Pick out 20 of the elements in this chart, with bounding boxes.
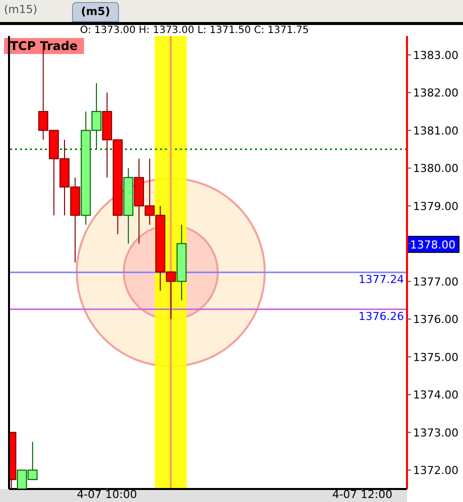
- text: O: 1373.00 H: 1373.00 L: 1371.50 C: 1371.75: [80, 25, 309, 36]
- text: (m15): [4, 3, 38, 16]
- text: 1378.00: [410, 238, 456, 252]
- text: (m5): [72, 2, 120, 22]
- y-tick-label: 1382.00: [413, 86, 458, 100]
- y-tick-label: 1380.00: [413, 162, 458, 176]
- y-tick-label: 1374.00: [413, 388, 458, 402]
- ref-line-label: 1377.24: [358, 273, 404, 286]
- y-tick-label: 1383.00: [413, 48, 458, 62]
- y-tick-label: 1377.00: [413, 275, 458, 288]
- ref-line-label: 1376.26: [358, 310, 404, 324]
- y-tick-label: 1373.00: [413, 426, 458, 440]
- annotation: TCP Trade: [4, 38, 84, 54]
- y-tick-label: 1372.00: [413, 464, 458, 478]
- y-tick-label: 1381.00: [413, 124, 458, 138]
- x-tick-label: 4-07 12:00: [332, 488, 392, 501]
- y-tick-label: 1375.00: [413, 350, 458, 364]
- y-tick-label: 1376.00: [413, 313, 458, 326]
- x-tick-label: 4-07 10:00: [76, 488, 137, 501]
- y-tick-label: 1379.00: [413, 200, 458, 213]
